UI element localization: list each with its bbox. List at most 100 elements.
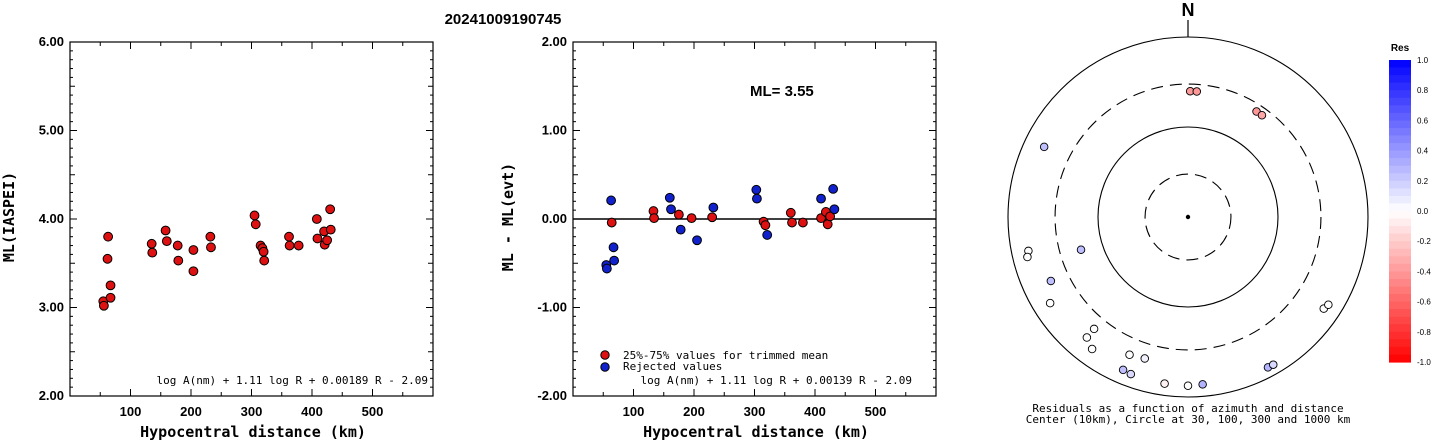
colorbar-cell — [1389, 60, 1411, 69]
colorbar-cell — [1389, 143, 1411, 152]
colorbar-cell — [1389, 150, 1411, 159]
legend-marker-rejected — [600, 362, 610, 372]
figure-title: 20241009190745 — [445, 11, 562, 28]
colorbar-cell — [1389, 188, 1411, 197]
data-point — [692, 235, 702, 246]
colorbar-cell — [1389, 324, 1411, 333]
y-tick-label: -2.00 — [537, 388, 567, 403]
colorbar-cell — [1389, 211, 1411, 220]
colorbar-cell — [1389, 218, 1411, 227]
data-point — [785, 207, 796, 218]
x-tick-label: 200 — [683, 404, 705, 419]
y-tick-label: 4.00 — [39, 211, 64, 226]
y-tick-label: 1.00 — [542, 123, 567, 138]
panel1-xlabel: Hypocentral distance (km) — [140, 423, 366, 441]
x-tick-label: 100 — [120, 404, 142, 419]
data-point — [787, 217, 797, 228]
colorbar-tick-label: 0.6 — [1417, 116, 1429, 125]
colorbar-title: Res — [1391, 43, 1410, 54]
station-marker — [1183, 381, 1193, 391]
data-point — [284, 240, 295, 251]
data-point — [325, 204, 336, 215]
colorbar-cell — [1389, 331, 1411, 340]
station-marker — [1023, 252, 1032, 262]
colorbar-cell — [1389, 354, 1411, 363]
data-point — [250, 219, 261, 230]
data-point — [98, 300, 109, 311]
station-marker — [1089, 324, 1099, 334]
colorbar-cell — [1389, 226, 1411, 235]
ml-iaspei-panel: ML(IASPEI) Hypocentral distance (km) log… — [0, 34, 434, 441]
data-point — [172, 240, 183, 251]
data-point — [760, 220, 771, 231]
map-caption-line1: Residuals as a function of azimuth and d… — [1032, 402, 1343, 415]
colorbar-cell — [1389, 286, 1411, 295]
data-point — [825, 211, 836, 222]
colorbar-cell — [1389, 309, 1411, 318]
data-point — [708, 202, 719, 213]
colorbar-tick-label: 0.0 — [1417, 207, 1429, 216]
colorbar-cell — [1389, 158, 1411, 167]
data-point — [673, 209, 684, 220]
data-point — [666, 204, 676, 215]
distance-ring — [1097, 126, 1279, 308]
data-point — [259, 255, 270, 266]
panel1-ylabel: ML(IASPEI) — [0, 172, 18, 262]
colorbar-cell — [1389, 203, 1411, 212]
data-point — [325, 224, 336, 235]
data-point — [675, 224, 686, 235]
colorbar-cell — [1389, 112, 1411, 121]
data-point — [206, 242, 216, 253]
station-marker — [1126, 369, 1136, 379]
colorbar-cell — [1389, 135, 1411, 144]
station-marker — [1046, 276, 1056, 286]
x-tick-label: 300 — [744, 404, 766, 419]
distance-ring — [1054, 83, 1322, 351]
station-marker — [1039, 142, 1049, 152]
x-tick-label: 100 — [623, 404, 645, 419]
colorbar-tick-label: 0.8 — [1417, 86, 1429, 95]
station-marker — [1324, 300, 1333, 309]
ml-residual-panel: ML - ML(evt) Hypocentral distance (km) M… — [499, 34, 937, 441]
colorbar-cell — [1389, 195, 1411, 205]
station-marker — [1160, 379, 1169, 388]
distance-ring — [1007, 36, 1369, 398]
colorbar-cell — [1389, 233, 1411, 242]
station-marker — [1125, 350, 1134, 360]
data-point — [609, 255, 620, 266]
colorbar-cell — [1389, 90, 1411, 99]
data-point — [103, 231, 114, 242]
data-point — [146, 238, 157, 249]
colorbar-cell — [1389, 173, 1411, 182]
data-point — [293, 240, 304, 251]
legend-label-rejected: Rejected values — [623, 360, 722, 373]
colorbar-cell — [1389, 75, 1411, 84]
y-tick-label: 6.00 — [39, 34, 64, 49]
colorbar-cell — [1389, 127, 1411, 137]
x-tick-label: 500 — [865, 404, 887, 419]
colorbar-cell — [1389, 82, 1411, 91]
data-point — [147, 247, 158, 258]
y-tick-label: 2.00 — [542, 34, 567, 49]
x-tick-label: 200 — [180, 404, 202, 419]
data-point — [105, 280, 116, 291]
colorbar-cell — [1389, 346, 1411, 356]
residual-colorbar: Res 1.0 0.8 0.6 0.4 0.2 0.0 -0.2 -0.4 -0.6 -0.8 -1… — [1389, 43, 1431, 367]
data-point — [664, 192, 675, 203]
colorbar-tick-label: 1.0 — [1417, 56, 1429, 65]
data-point — [762, 230, 773, 240]
colorbar-tick-label: -1.0 — [1417, 358, 1431, 367]
station-marker — [1140, 354, 1150, 363]
data-point — [828, 184, 839, 194]
x-tick-label: 500 — [362, 404, 384, 419]
data-point — [816, 193, 826, 204]
colorbar-cell — [1389, 248, 1411, 257]
data-point — [751, 184, 762, 195]
data-point — [160, 225, 171, 236]
y-tick-label: -1.00 — [537, 300, 567, 315]
colorbar-tick-label: -0.4 — [1417, 267, 1431, 276]
x-tick-label: 300 — [241, 404, 263, 419]
colorbar-tick-label: 0.2 — [1417, 177, 1429, 186]
data-point — [606, 217, 617, 228]
data-point — [606, 195, 617, 206]
